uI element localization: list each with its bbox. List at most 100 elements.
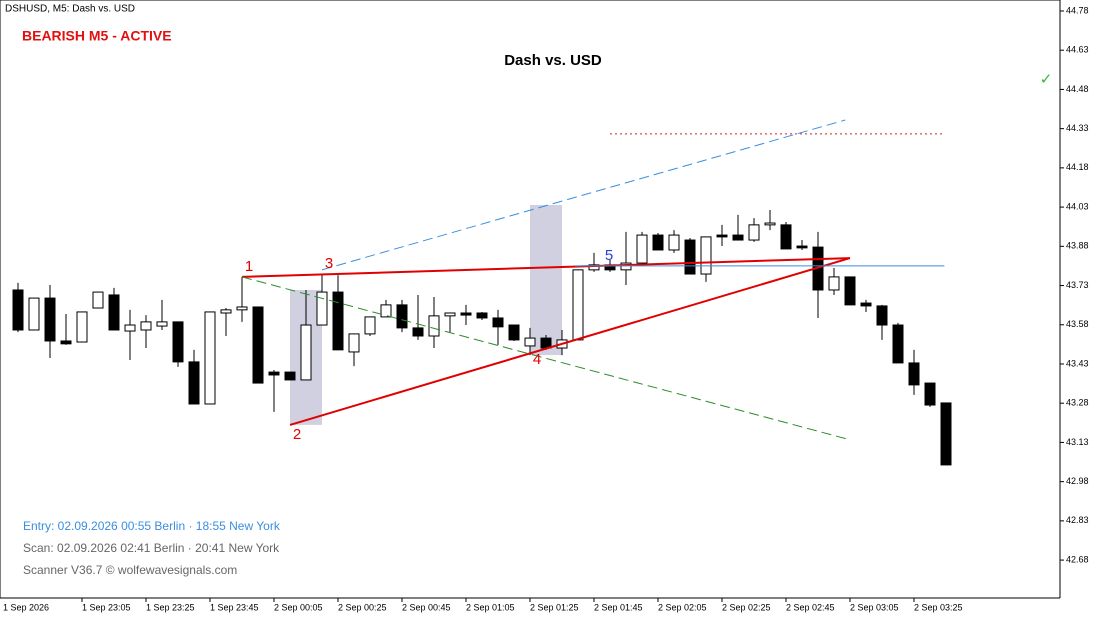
status-label: BEARISH M5 - ACTIVE	[22, 28, 172, 44]
y-tick-label: 43.73	[1066, 280, 1089, 290]
wave-label: 1	[245, 258, 253, 275]
y-tick-label: 42.83	[1066, 515, 1089, 525]
candle-body	[12, 289, 24, 331]
candle-body	[876, 305, 888, 326]
candle-body	[60, 340, 72, 345]
candle-body	[588, 264, 600, 271]
candle-body	[908, 362, 920, 386]
candle-body	[844, 276, 856, 306]
scanner-info: Scanner V36.7 © wolfewavesignals.com	[23, 563, 237, 577]
y-tick-label: 43.28	[1066, 398, 1089, 408]
check-mark: ✓	[1040, 71, 1053, 88]
y-tick-label: 44.63	[1066, 45, 1089, 55]
zone	[530, 204, 562, 356]
candle-body	[924, 382, 936, 406]
candle-body	[428, 315, 440, 337]
candle-body	[508, 324, 520, 341]
candle-body	[252, 306, 264, 384]
x-tick-label: 2 Sep 02:05	[658, 602, 707, 612]
candle-body	[748, 224, 760, 241]
candle-body	[828, 276, 840, 291]
candle-body	[92, 291, 104, 309]
x-tick-label: 2 Sep 00:05	[274, 602, 323, 612]
x-tick-label: 1 Sep 23:45	[210, 602, 259, 612]
candle-body	[716, 234, 728, 238]
candle-body	[524, 337, 536, 347]
y-tick-label: 44.48	[1066, 84, 1089, 94]
x-tick-label: 2 Sep 00:45	[402, 602, 451, 612]
x-tick-label: 2 Sep 02:45	[786, 602, 835, 612]
candle-body	[396, 304, 408, 329]
y-tick-label: 44.33	[1066, 123, 1089, 133]
candles	[12, 209, 952, 466]
x-tick-label: 1 Sep 23:05	[82, 602, 131, 612]
candle-body	[684, 239, 696, 275]
entry-info: Entry: 02.09.2026 00:55 Berlin · 18:55 N…	[23, 519, 281, 533]
candle-body	[380, 304, 392, 318]
wave-label: 5	[605, 247, 613, 264]
candle-body	[156, 321, 168, 327]
candle-body	[124, 324, 136, 332]
overlay-lines	[241, 119, 945, 441]
x-tick-label: 1 Sep 23:25	[146, 602, 195, 612]
labels: 1 2 3 4 5	[245, 247, 613, 443]
candle-body	[668, 234, 680, 251]
y-tick-label: 43.58	[1066, 319, 1089, 329]
candle-body	[236, 306, 248, 311]
candle-body	[732, 234, 744, 241]
candle-body	[652, 234, 664, 251]
candle-body	[268, 371, 280, 376]
candle-body	[412, 327, 424, 337]
symbol-label: DSHUSD, M5: Dash vs. USD	[5, 4, 135, 15]
x-tick-label: 2 Sep 03:25	[914, 602, 963, 612]
x-start-label: 1 Sep 2026	[3, 602, 49, 612]
candle-body	[284, 371, 296, 381]
candle-body	[316, 291, 328, 326]
x-tick-label: 2 Sep 00:25	[338, 602, 387, 612]
candle-body	[620, 262, 632, 271]
x-tick-label: 2 Sep 03:05	[850, 602, 899, 612]
wave-label: 3	[325, 255, 333, 272]
scan-info: Scan: 02.09.2026 02:41 Berlin · 20:41 Ne…	[23, 541, 280, 555]
y-tick-label: 42.98	[1066, 476, 1089, 486]
y-tick-label: 44.03	[1066, 201, 1089, 211]
y-tick-label: 43.88	[1066, 241, 1089, 251]
candle-body	[892, 324, 904, 364]
candle-body	[492, 317, 504, 328]
candle-body	[796, 245, 808, 249]
chart-title: Dash vs. USD	[504, 52, 602, 69]
candle-body	[172, 321, 184, 363]
candle-body	[364, 316, 376, 335]
y-tick-label: 42.68	[1066, 554, 1089, 564]
candle-body	[300, 324, 312, 381]
candle-body	[940, 402, 952, 466]
candle-body	[348, 333, 360, 353]
candle-body	[108, 294, 120, 331]
candle-body	[860, 302, 872, 307]
candle-body	[188, 361, 200, 405]
x-tick-label: 2 Sep 01:25	[530, 602, 579, 612]
overlay-line	[321, 119, 846, 271]
candle-body	[636, 234, 648, 264]
candle-body	[572, 269, 584, 341]
y-tick-label: 43.13	[1066, 437, 1089, 447]
candle-body	[700, 236, 712, 275]
candle-body	[204, 311, 216, 405]
overlay-line	[289, 257, 851, 426]
y-tick-label: 43.43	[1066, 358, 1089, 368]
candle-body	[764, 222, 776, 226]
candle-body	[444, 312, 456, 317]
candle-body	[220, 309, 232, 314]
candle-body	[140, 321, 152, 331]
candle-body	[44, 297, 56, 342]
candle-body	[28, 297, 40, 331]
candle-body	[460, 312, 472, 316]
candle-body	[780, 224, 792, 250]
overlay-line	[241, 257, 851, 278]
candle-body	[332, 291, 344, 351]
candle-body	[76, 311, 88, 343]
candle-body	[476, 312, 488, 319]
x-tick-label: 2 Sep 01:45	[594, 602, 643, 612]
y-tick-label: 44.78	[1066, 5, 1089, 15]
